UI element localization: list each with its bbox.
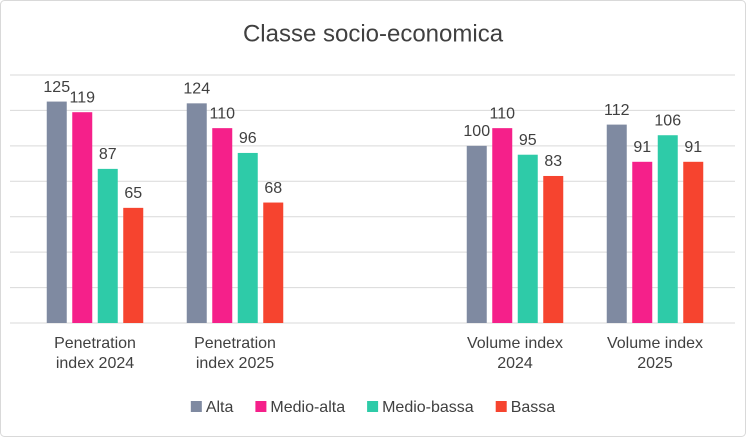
bar — [606, 124, 627, 323]
legend-swatch — [367, 401, 379, 412]
data-label: 95 — [519, 132, 537, 149]
bar — [543, 175, 564, 323]
legend-swatch — [495, 401, 507, 412]
data-label: 110 — [489, 105, 515, 122]
bar — [466, 145, 487, 323]
data-label: 110 — [209, 105, 235, 122]
bar — [123, 207, 144, 323]
bar — [72, 112, 93, 323]
bar — [632, 161, 653, 323]
data-label: 87 — [99, 146, 117, 163]
x-tick-label: Volume index 2025 — [606, 335, 704, 372]
legend-label: Medio-alta — [270, 399, 345, 416]
data-label: 125 — [43, 79, 70, 96]
bar — [517, 154, 538, 323]
bar — [683, 161, 704, 323]
legend-label: Bassa — [511, 399, 556, 416]
data-label: 91 — [633, 139, 651, 156]
data-label: 83 — [544, 153, 562, 170]
bar — [97, 168, 118, 323]
legend-label: Alta — [206, 399, 234, 416]
bar — [657, 135, 678, 323]
data-label: 106 — [654, 112, 681, 129]
x-tick-label: Volume index 2024 — [466, 335, 564, 372]
data-label: 100 — [463, 123, 490, 140]
x-tick-label: Penetration index 2025 — [194, 335, 276, 372]
legend-swatch — [255, 401, 267, 412]
chart-title: Classe socio-economica — [243, 20, 504, 47]
bar — [492, 128, 513, 323]
data-label: 91 — [684, 139, 702, 156]
bar — [212, 128, 233, 323]
data-label: 119 — [69, 89, 95, 106]
data-label: 96 — [239, 130, 257, 147]
bar — [186, 103, 207, 323]
legend-swatch — [190, 401, 202, 412]
data-label: 65 — [124, 185, 142, 202]
bar — [237, 152, 258, 323]
data-label: 124 — [183, 81, 210, 98]
data-label: 68 — [264, 180, 282, 197]
x-tick-label: Penetration index 2024 — [54, 335, 136, 372]
bar — [46, 101, 67, 323]
legend-label: Medio-bassa — [382, 399, 474, 416]
bar — [263, 202, 284, 323]
data-label: 112 — [604, 102, 630, 119]
